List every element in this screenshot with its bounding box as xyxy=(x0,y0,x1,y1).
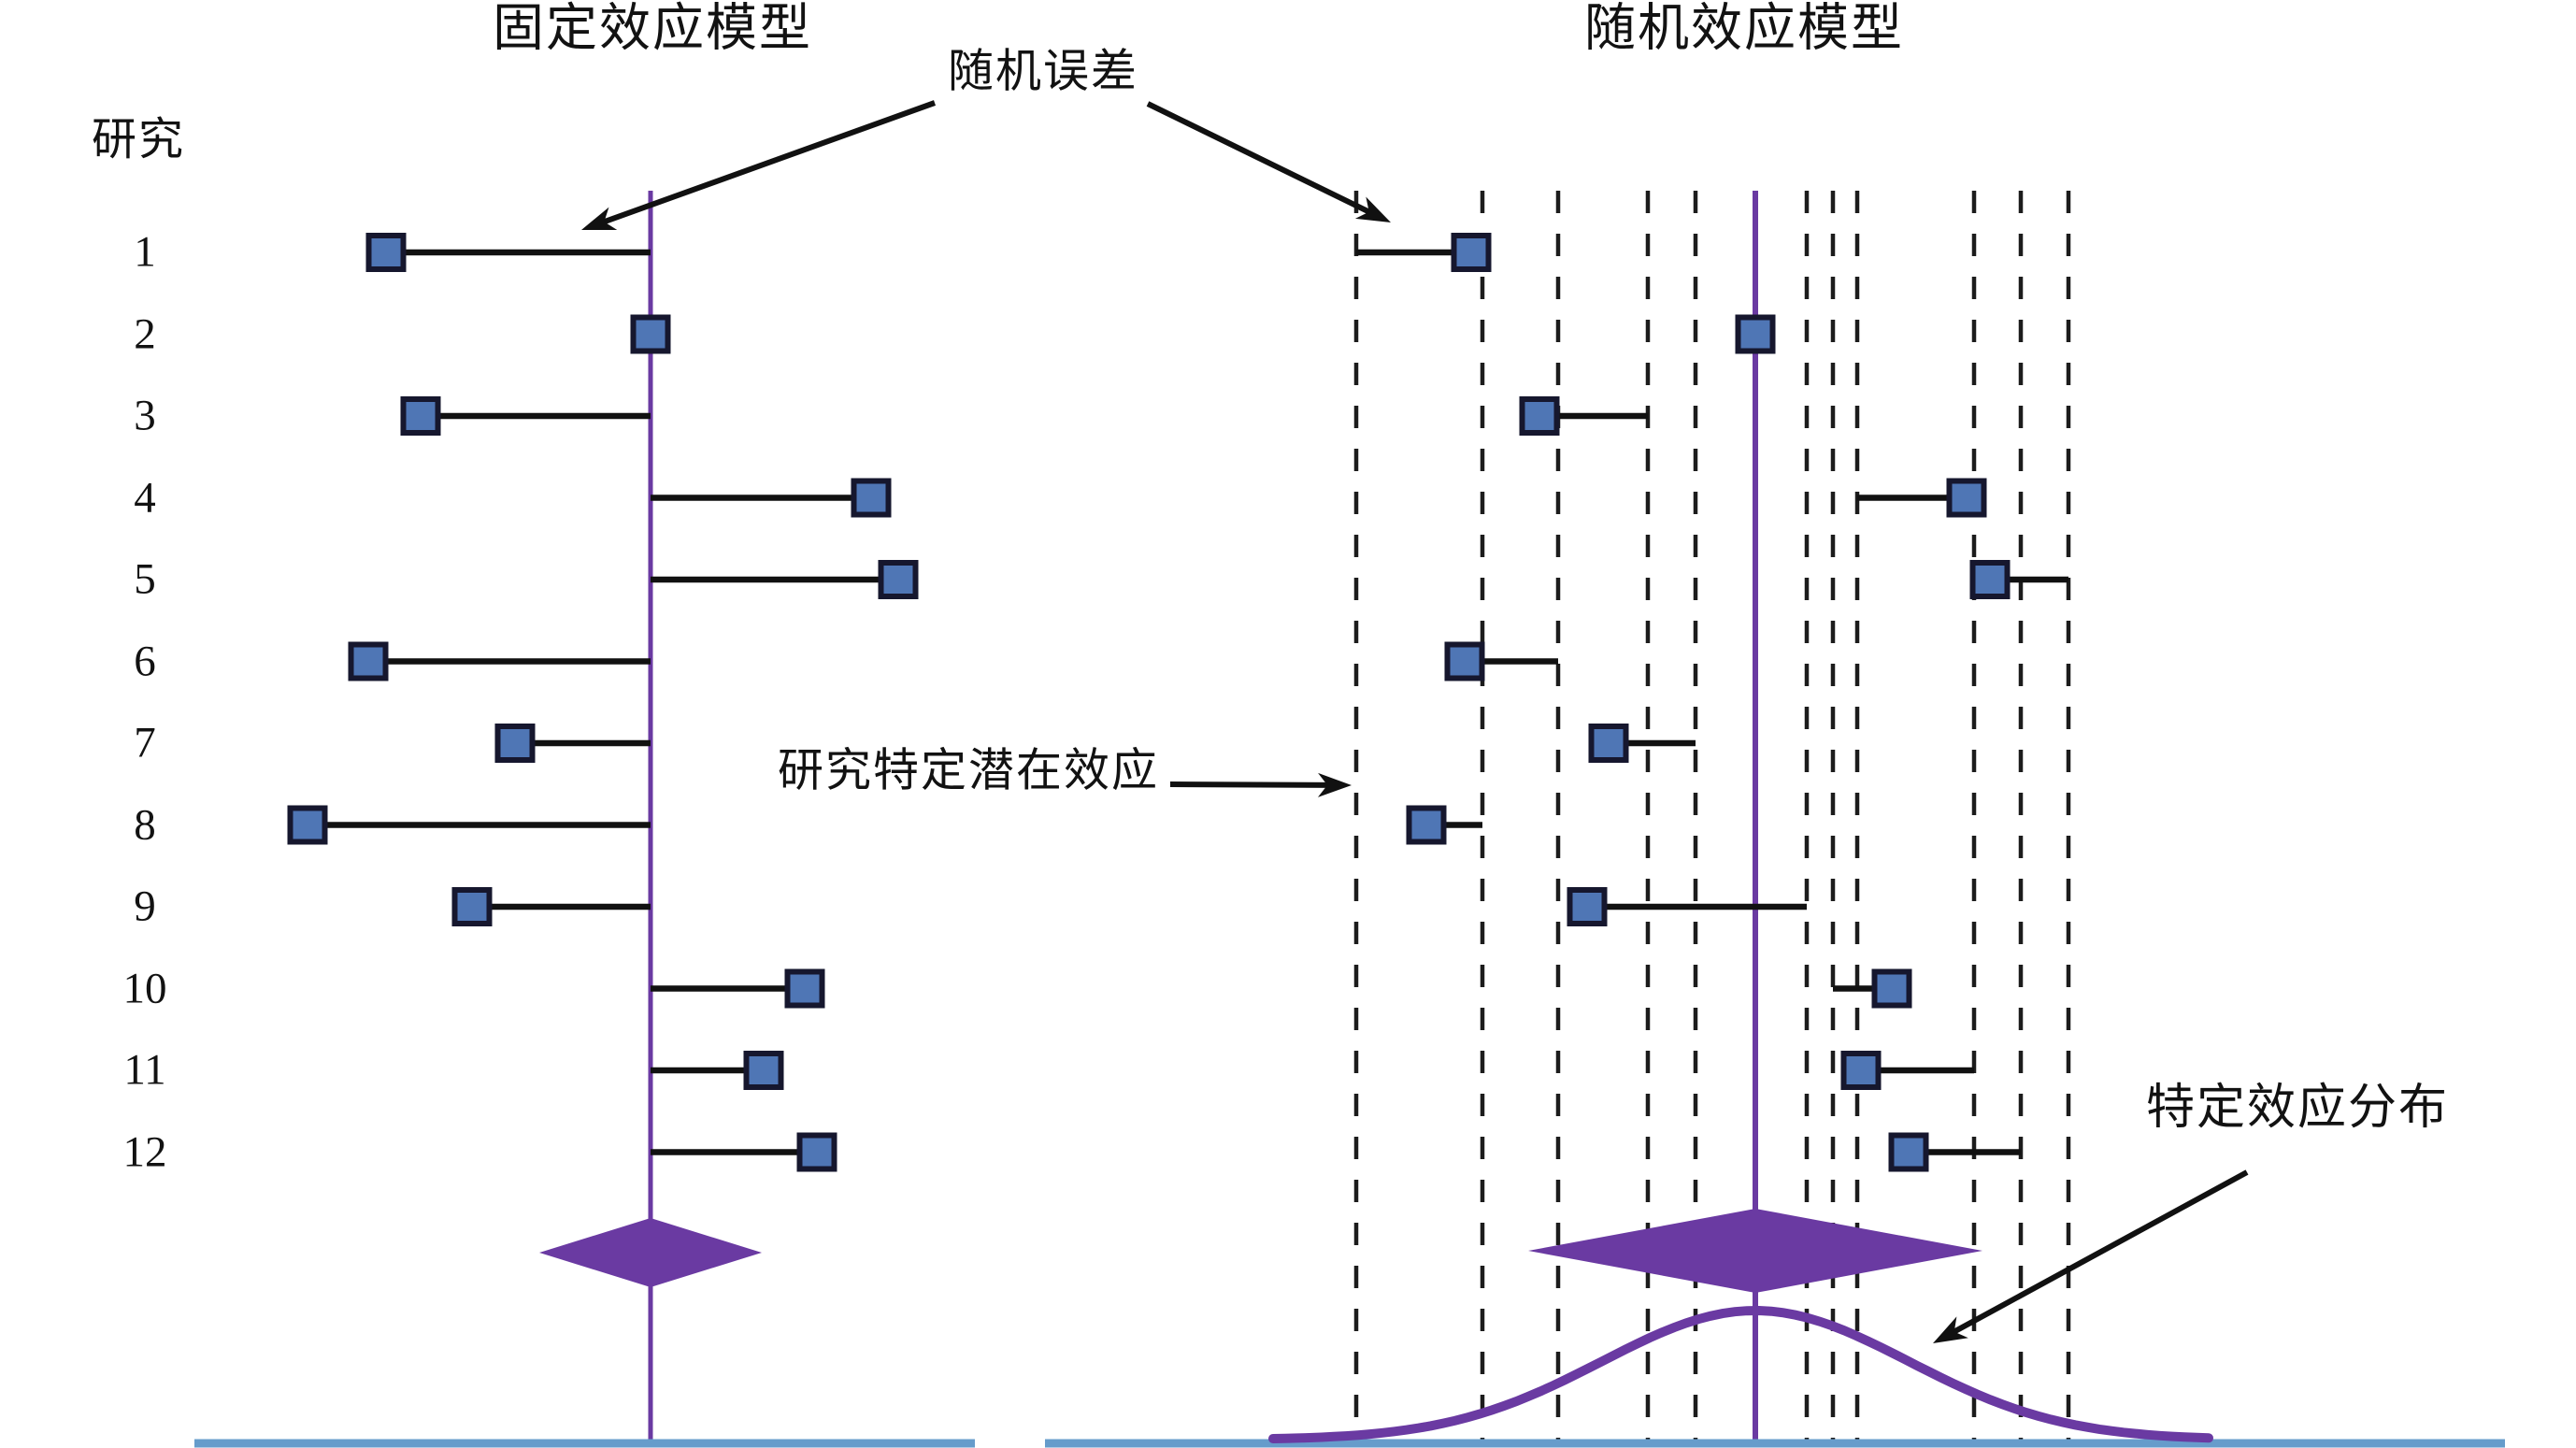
random-study-square xyxy=(1519,396,1560,436)
study-number: 2 xyxy=(134,309,156,358)
study-number: 4 xyxy=(134,473,156,522)
study-number: 9 xyxy=(134,882,156,931)
fixed-study-square xyxy=(400,396,441,436)
random-error-label: 随机误差 xyxy=(947,45,1139,97)
latent-effect-arrow-head xyxy=(1317,772,1352,797)
study-number: 3 xyxy=(134,391,156,440)
fixed-study-square xyxy=(878,560,919,599)
random-study-square xyxy=(1888,1132,1929,1172)
fixed-study-square xyxy=(365,233,407,272)
fixed-study-square xyxy=(494,724,536,763)
study-number: 5 xyxy=(134,554,156,604)
pooled-diamond-fixed xyxy=(539,1218,762,1287)
study-number: 7 xyxy=(134,718,156,767)
latent-effect-arrow xyxy=(1169,781,1334,788)
random-study-square xyxy=(1946,478,1987,518)
random-study-square xyxy=(1451,233,1492,272)
study-number: 1 xyxy=(134,227,156,277)
title-random-effects-model: 随机效应模型 xyxy=(1583,0,1905,57)
random-study-square xyxy=(1588,724,1629,763)
random-study-square xyxy=(1444,641,1485,681)
effect-distribution-curve xyxy=(1268,1305,2213,1443)
study-column-header: 研究 xyxy=(91,115,186,165)
random-study-square xyxy=(1871,968,1912,1009)
fixed-study-square xyxy=(784,968,825,1009)
fixed-study-square xyxy=(451,887,493,926)
random-study-square xyxy=(1406,805,1447,845)
pooled-diamond-random xyxy=(1528,1209,1982,1293)
study-number: 11 xyxy=(123,1045,166,1095)
random-error-arrow-left-head xyxy=(581,207,618,231)
effect-distribution-label: 特定效应分布 xyxy=(2145,1082,2450,1135)
fixed-study-square xyxy=(743,1051,784,1090)
fixed-study-square xyxy=(851,478,892,518)
latent-effect-label: 研究特定潜在效应 xyxy=(777,744,1160,796)
fixed-study-square xyxy=(796,1132,837,1172)
random-error-arrow-right-head xyxy=(1354,196,1391,222)
distribution-arrow-head xyxy=(1933,1316,1968,1343)
fixed-study-square xyxy=(287,805,328,845)
random-study-square xyxy=(1735,314,1776,354)
random-study-square xyxy=(1567,887,1608,926)
study-number: 10 xyxy=(122,964,167,1012)
fixed-study-square xyxy=(630,314,671,354)
random-study-square xyxy=(1969,560,2011,599)
study-number: 12 xyxy=(122,1127,167,1176)
random-error-arrow-left xyxy=(597,100,937,227)
study-number: 6 xyxy=(134,637,156,685)
fixed-study-square xyxy=(348,641,389,681)
distribution-arrow xyxy=(1947,1169,2249,1338)
random-error-arrow-right xyxy=(1146,101,1376,218)
title-fixed-effects-model: 固定效应模型 xyxy=(492,0,813,57)
random-study-square xyxy=(1840,1051,1882,1090)
study-number: 8 xyxy=(134,800,156,849)
